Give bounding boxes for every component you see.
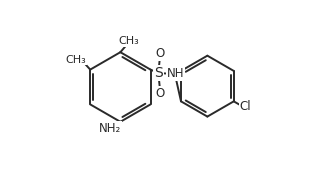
Text: S: S: [154, 66, 163, 80]
Text: NH₂: NH₂: [99, 122, 121, 135]
Text: CH₃: CH₃: [119, 36, 140, 46]
Text: O: O: [156, 87, 165, 100]
Text: CH₃: CH₃: [65, 54, 86, 65]
Text: O: O: [156, 47, 165, 60]
Text: Cl: Cl: [240, 100, 251, 113]
Text: NH: NH: [167, 67, 185, 80]
